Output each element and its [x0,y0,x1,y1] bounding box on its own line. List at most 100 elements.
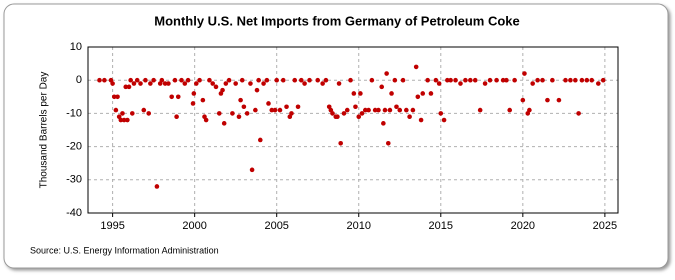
point [463,77,468,83]
x-tick-label: 2025 [593,220,617,232]
point [315,77,321,83]
point [425,77,430,83]
point [253,107,258,113]
point [200,97,206,103]
point [348,77,353,83]
point [323,77,329,83]
y-tick-label: -40 [66,207,82,219]
y-tick-label: 10 [70,41,82,53]
point [381,121,386,126]
point [272,107,278,113]
point [573,77,578,83]
point [97,77,102,83]
point [369,77,375,83]
point [249,167,255,173]
point [372,107,378,113]
point [146,111,152,116]
point [387,107,393,113]
point [436,81,442,86]
point [453,77,458,83]
point [487,77,493,83]
point [420,91,426,96]
x-tick-label: 1995 [100,220,124,232]
point [261,81,266,86]
point [545,97,550,103]
point [428,91,434,96]
point [239,77,245,83]
point [512,77,517,83]
point [500,77,506,83]
point [363,107,368,113]
point [307,77,312,83]
point [353,104,358,110]
point [159,77,165,83]
point [141,107,147,113]
point [138,81,143,86]
point [284,104,289,110]
y-axis-label: Thousand Barrels per Day [39,72,50,189]
point [389,91,394,96]
point [589,77,595,83]
point [118,117,124,123]
point [223,81,229,86]
point [172,77,178,83]
point [600,77,606,83]
point [415,94,421,100]
point [148,81,153,86]
point [292,77,298,83]
point [413,64,419,70]
point [115,94,120,100]
point [494,77,499,83]
point [248,81,253,86]
point [458,81,463,86]
point [568,77,573,83]
point [394,104,399,110]
point [397,107,403,113]
point [174,114,179,120]
x-tick-label: 2020 [511,220,535,232]
point [384,71,389,76]
point [433,77,439,83]
point [356,114,362,120]
point [441,117,447,123]
point [527,107,532,113]
point [477,107,483,113]
point [540,77,545,83]
point [203,117,209,123]
point [179,77,184,83]
point [110,81,115,86]
point [530,81,535,86]
point [111,94,117,100]
point [576,111,581,116]
point [175,94,181,100]
point [126,84,132,90]
point [130,111,135,116]
point [210,81,216,86]
point [302,81,307,86]
plot-area: -40 -30 -20 -10 0 10 1995 2000 2005 2010 2015 2020 2… [66,41,619,232]
point [535,77,540,83]
point [468,77,473,83]
point [274,77,279,83]
point [438,111,444,116]
point [238,97,243,103]
point [169,94,174,100]
y-tick-label: -20 [66,141,82,153]
point [507,107,513,113]
point [207,77,212,83]
point [351,91,357,96]
point [584,77,590,83]
point [120,111,125,116]
point [379,84,385,90]
point [241,104,247,110]
point [193,81,199,86]
point [277,107,283,113]
point [376,107,381,113]
point [233,81,238,86]
point [382,107,388,113]
y-tick-label: 0 [76,74,82,86]
point [134,77,140,83]
point [257,137,263,143]
point [226,77,232,83]
y-tick-label: -10 [66,107,82,119]
